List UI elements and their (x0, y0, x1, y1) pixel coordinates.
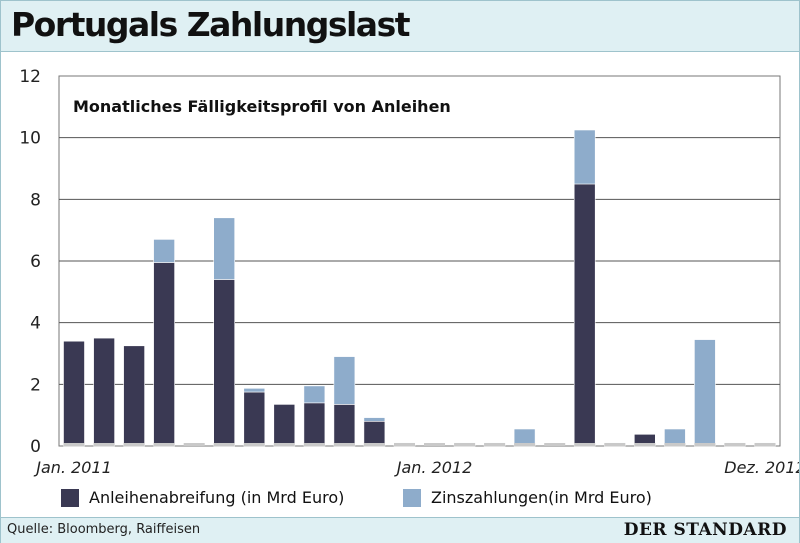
month-marker-10 (363, 443, 385, 446)
month-marker-8 (303, 443, 325, 446)
bar-anleihen-9 (333, 404, 356, 447)
month-marker-19 (634, 443, 656, 446)
month-marker-18 (604, 443, 626, 446)
legend-item-anleihen: Anleihenabreifung (in Mrd Euro) (61, 488, 344, 507)
legend: Anleihenabreifung (in Mrd Euro) Zinszahl… (61, 488, 761, 510)
brand-logo: DER STANDARD (623, 520, 787, 540)
month-marker-3 (153, 443, 175, 446)
chart-subtitle: Monatliches Fälligkeitsprofil von Anleih… (73, 97, 451, 116)
legend-label-anleihen: Anleihenabreifung (in Mrd Euro) (89, 488, 345, 507)
month-marker-15 (514, 443, 536, 446)
bar-anleihen-1 (93, 337, 115, 447)
month-marker-12 (424, 443, 445, 446)
y-axis-tick-labels: 0 2 4 6 8 10 12 (19, 67, 41, 457)
y-tick-label-0: 0 (30, 437, 41, 457)
x-tick-label-2: Dez. 2012 (724, 458, 799, 477)
month-marker-23 (754, 443, 776, 446)
x-tick-label-1: Jan. 2012 (394, 458, 473, 477)
month-marker-1 (93, 443, 115, 446)
bar-zinsen-6 (243, 387, 266, 393)
footer-bar: Quelle: Bloomberg, Raiffeisen DER STANDA… (1, 517, 799, 543)
bar-anleihen-10 (363, 420, 386, 447)
bar-anleihen-8 (303, 402, 326, 447)
bar-anleihen-7 (273, 404, 296, 447)
month-marker-16 (544, 443, 566, 446)
month-marker-17 (574, 443, 596, 446)
bar-zinsen-8 (303, 385, 326, 404)
x-axis-tick-labels: Jan. 2011 Jan. 2012 Dez. 2012 (33, 443, 799, 477)
bar-anleihen-0 (63, 340, 85, 447)
bar-zinsen-3 (153, 239, 175, 263)
month-marker-20 (664, 443, 686, 446)
bar-anleihen-6 (243, 391, 266, 447)
month-marker-22 (724, 443, 746, 446)
bar-chart: 0 2 4 6 8 10 12 Monatliches Fälligkeitsprofil … (19, 67, 799, 477)
bar-series (63, 129, 776, 447)
legend-item-zinsen: Zinszahlungen(in Mrd Euro) (403, 488, 652, 507)
bar-zinsen-17 (573, 129, 596, 185)
month-marker-9 (333, 443, 355, 446)
x-tick-label-0: Jan. 2011 (33, 458, 112, 477)
bar-anleihen-17 (573, 183, 596, 447)
bar-zinsen-10 (363, 417, 386, 422)
bar-anleihen-3 (153, 262, 175, 447)
bar-anleihen-2 (123, 345, 145, 447)
month-marker-7 (273, 443, 295, 446)
header-bar: Portugals Zahlungslast (1, 1, 799, 51)
legend-swatch-anleihen (61, 488, 79, 507)
source-note: Quelle: Bloomberg, Raiffeisen (7, 522, 201, 537)
month-marker-5 (213, 443, 235, 446)
legend-label-zinsen: Zinszahlungen(in Mrd Euro) (431, 488, 652, 507)
y-tick-label-10: 10 (19, 129, 41, 149)
bar-zinsen-21 (694, 339, 716, 447)
month-marker-11 (394, 443, 415, 446)
month-marker-21 (694, 443, 716, 446)
month-marker-2 (123, 443, 145, 446)
y-tick-label-4: 4 (30, 314, 41, 334)
month-marker-6 (243, 443, 265, 446)
header-divider (1, 51, 799, 52)
y-tick-label-12: 12 (19, 67, 41, 87)
y-tick-label-8: 8 (30, 190, 41, 210)
month-marker-4 (183, 443, 205, 446)
bar-anleihen-5 (213, 279, 235, 447)
y-tick-label-2: 2 (30, 375, 41, 395)
gridlines (59, 137, 780, 385)
legend-swatch-zinsen (403, 488, 421, 507)
bar-zinsen-5 (213, 217, 235, 280)
y-tick-label-6: 6 (30, 252, 41, 272)
month-marker-13 (454, 443, 476, 446)
bar-zinsen-9 (333, 356, 356, 405)
month-marker-0 (63, 443, 85, 446)
page-title: Portugals Zahlungslast (11, 5, 410, 44)
month-marker-14 (484, 443, 506, 446)
